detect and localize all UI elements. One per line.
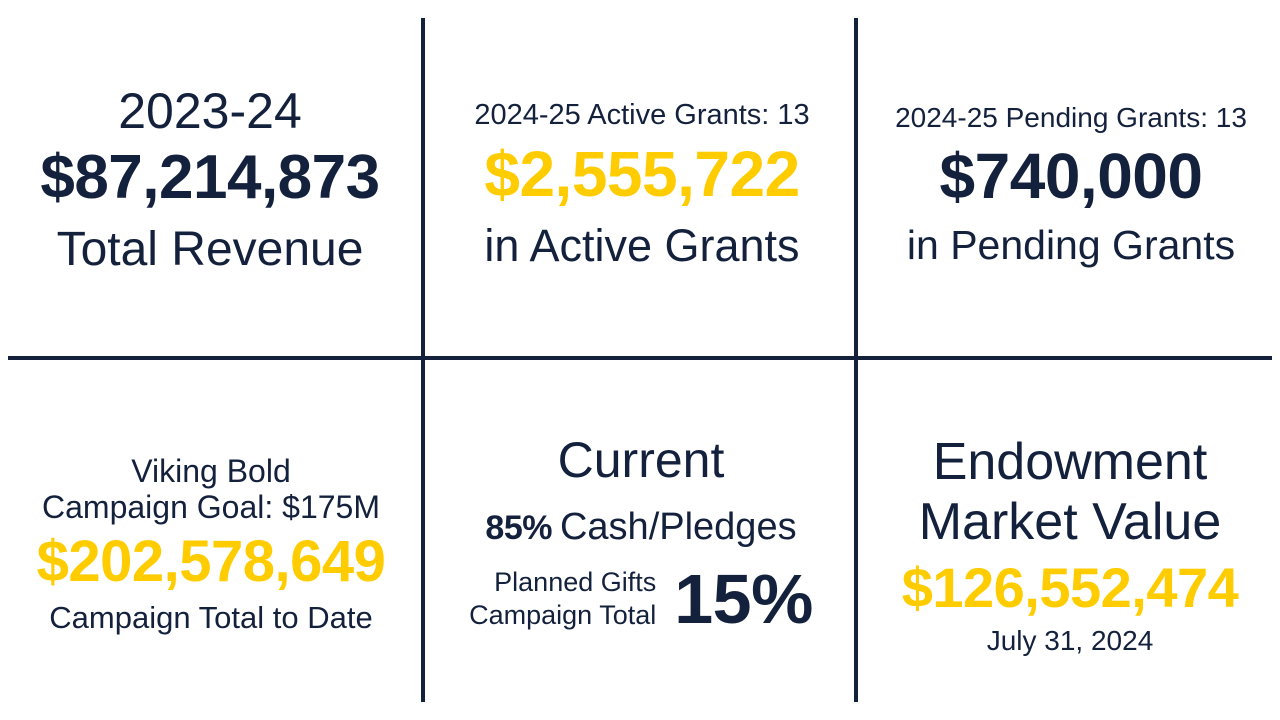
active-grants-amount: $2,555,722 [484,138,800,211]
campaign-label: Campaign Total to Date [49,599,373,635]
planned-gifts-line1: Planned Gifts [494,566,657,597]
endowment-amount: $126,552,474 [901,555,1239,619]
pending-grants-subtitle: 2024-25 Pending Grants: 13 [895,101,1247,133]
planned-gifts-percent: 15% [674,560,813,639]
pending-grants-amount: $740,000 [939,139,1203,212]
pending-grants-label: in Pending Grants [906,221,1236,268]
campaign-amount: $202,578,649 [36,528,386,594]
active-grants-panel: 2024-25 Active Grants: 13 $2,555,722 in … [430,80,854,290]
divider-vertical-left [421,18,425,702]
planned-gifts-label: Planned Gifts Campaign Total [469,566,656,634]
endowment-panel: Endowment Market Value $126,552,474 July… [860,425,1280,665]
pending-grants-panel: 2024-25 Pending Grants: 13 $740,000 in P… [864,80,1278,290]
current-panel: Current 85% Cash/Pledges Planned Gifts C… [428,415,854,655]
active-grants-subtitle: 2024-25 Active Grants: 13 [474,98,810,131]
planned-gifts-line2: Campaign Total [469,600,657,631]
current-title: Current [557,431,725,488]
cash-pledges-percent: 85% [485,508,552,547]
endowment-title-line2: Market Value [918,492,1222,551]
divider-vertical-right [854,18,858,702]
revenue-amount: $87,214,873 [40,143,380,213]
endowment-date: July 31, 2024 [986,625,1154,657]
campaign-name: Viking Bold [131,453,291,490]
campaign-panel: Viking Bold Campaign Goal: $175M $202,57… [0,430,422,660]
cash-pledges-row: 85% Cash/Pledges [485,506,796,549]
campaign-goal: Campaign Goal: $175M [42,489,380,526]
divider-horizontal [8,356,1272,360]
active-grants-label: in Active Grants [484,219,800,271]
revenue-year: 2023-24 [118,83,302,140]
planned-gifts-row: Planned Gifts Campaign Total 15% [469,560,813,638]
revenue-label: Total Revenue [56,222,364,276]
endowment-title-line1: Endowment [932,433,1208,492]
revenue-panel: 2023-24 $87,214,873 Total Revenue [0,60,420,300]
cash-pledges-label: Cash/Pledges [559,505,797,548]
